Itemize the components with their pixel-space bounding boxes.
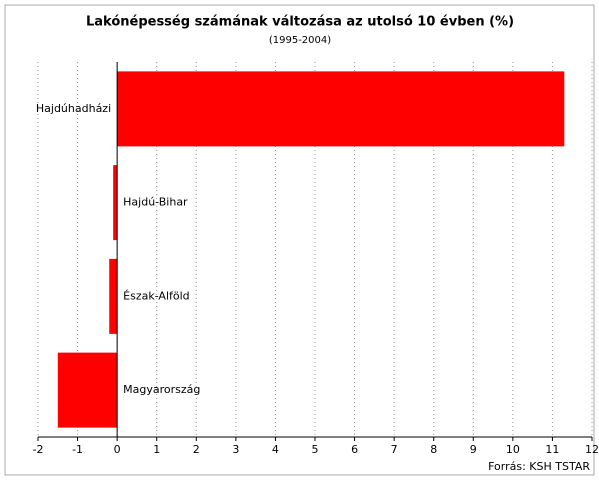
source: Forrás: KSH TSTAR — [488, 460, 590, 473]
bar — [113, 165, 118, 241]
x-tick-label: 6 — [351, 443, 358, 456]
x-tick-label: 10 — [506, 443, 520, 456]
x-tick-label: 7 — [391, 443, 398, 456]
x-tick-label: 8 — [430, 443, 437, 456]
category-label: Észak-Alföld — [123, 289, 190, 302]
bar — [57, 352, 118, 428]
category-label: Hajdúhadházi — [36, 102, 111, 115]
x-tick-label: -1 — [72, 443, 83, 456]
x-tick-label: 2 — [193, 443, 200, 456]
category-label: Magyarország — [123, 383, 200, 396]
x-tick-label: 4 — [272, 443, 279, 456]
bar — [109, 258, 118, 334]
x-tick-label: 3 — [232, 443, 239, 456]
chart-subtitle: (1995-2004) — [269, 35, 331, 46]
x-tick-label: 5 — [312, 443, 319, 456]
x-tick-label: 11 — [545, 443, 559, 456]
x-tick-label: 12 — [585, 443, 599, 456]
bar — [117, 71, 565, 147]
x-tick-label: 9 — [470, 443, 477, 456]
chart-title: Lakónépesség számának változása az utols… — [86, 15, 514, 30]
x-tick-label: 0 — [114, 443, 121, 456]
x-tick-label: -2 — [33, 443, 44, 456]
x-tick-label: 1 — [153, 443, 160, 456]
category-label: Hajdú-Bihar — [123, 196, 188, 209]
